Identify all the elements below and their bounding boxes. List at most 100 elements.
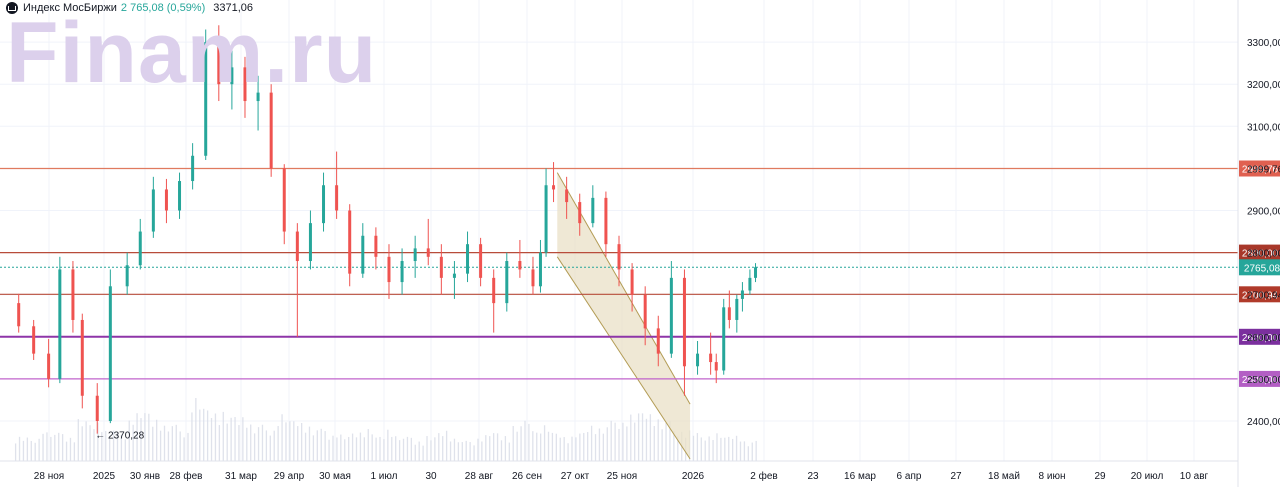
volume-bar	[747, 446, 749, 461]
x-tick-label: 28 ноя	[34, 471, 64, 482]
volume-bar	[246, 427, 248, 461]
volume-bar	[391, 436, 393, 461]
volume-bar	[716, 433, 718, 461]
volume-bar	[692, 435, 695, 461]
volume-bar	[73, 442, 76, 461]
volume-bar	[285, 422, 287, 461]
candle-body	[426, 248, 430, 257]
volume-bar	[50, 436, 52, 461]
volume-bar	[77, 419, 79, 461]
volume-bar	[324, 431, 326, 461]
level-badge	[1239, 286, 1280, 303]
volume-bar	[171, 426, 173, 461]
volume-bar	[230, 417, 232, 461]
volume-bar	[516, 431, 518, 461]
volume-bar	[273, 430, 275, 461]
volume-bar	[453, 438, 456, 461]
candle-body	[108, 286, 112, 422]
candle-body	[591, 197, 595, 224]
volume-bar	[156, 419, 158, 461]
volume-bar	[555, 433, 557, 461]
volume-bar	[438, 433, 440, 461]
candle-body	[71, 269, 75, 320]
volume-bar	[257, 427, 260, 461]
volume-bar	[669, 420, 671, 461]
volume-bar	[547, 431, 550, 461]
x-tick-label: 23	[807, 471, 819, 482]
volume-bar	[222, 411, 224, 461]
candle-body	[322, 185, 326, 224]
candle-body	[295, 231, 299, 262]
volume-bar	[312, 435, 315, 461]
volume-bar	[61, 434, 64, 461]
volume-bar	[379, 436, 381, 461]
volume-bar	[720, 437, 722, 461]
volume-bar	[183, 437, 185, 461]
candle-body	[230, 67, 234, 85]
volume-bar	[108, 435, 111, 461]
volume-bar	[540, 433, 542, 461]
x-tick-label: 2 фев	[750, 470, 777, 482]
volume-bar	[367, 429, 369, 461]
volume-bar	[735, 435, 738, 461]
channel-fill	[557, 172, 691, 459]
volume-bar	[743, 441, 746, 461]
y-tick-label: 2500,00	[1247, 375, 1280, 386]
volume-bar	[234, 417, 236, 461]
candle-body	[696, 353, 700, 367]
last-price-badge-arrow	[1239, 259, 1244, 276]
x-tick-label: 6 апр	[897, 471, 922, 482]
volume-bar	[614, 422, 616, 461]
volume-bar	[704, 440, 706, 461]
volume-bar	[630, 414, 632, 461]
volume-bar	[159, 430, 162, 461]
volume-bar	[649, 414, 652, 461]
candle-body	[269, 92, 273, 169]
level-badge-label: 2600,00	[1242, 333, 1279, 344]
candle-body	[505, 261, 509, 304]
volume-bar	[304, 432, 307, 461]
volume-bar	[320, 428, 322, 461]
x-tick-label: 31 мар	[225, 471, 257, 482]
candle-body	[538, 252, 542, 287]
y-tick-label: 3200,00	[1247, 80, 1280, 91]
volume-bar	[637, 413, 640, 461]
volume-bar	[665, 422, 667, 461]
candle-body	[374, 235, 378, 257]
volume-bar	[277, 426, 279, 461]
volume-bar	[422, 445, 424, 461]
volume-bar	[492, 433, 495, 461]
candle-body	[47, 353, 51, 379]
y-tick-label: 2800,00	[1247, 249, 1280, 260]
candle-body	[630, 269, 634, 295]
candle-body	[413, 248, 417, 262]
volume-bar	[457, 442, 460, 461]
volume-bar	[489, 436, 491, 461]
candle-body	[32, 326, 36, 354]
annotations: ← 2370,28	[95, 431, 144, 442]
volume-bar	[261, 424, 264, 461]
volume-bar	[281, 414, 283, 461]
candle-body	[735, 298, 739, 320]
volume-bar	[414, 444, 416, 461]
price-change: (0,59%)	[166, 2, 206, 14]
candle-body	[308, 223, 312, 262]
volume-bar	[293, 421, 295, 461]
level-badge-label: 2700,94	[1242, 290, 1279, 301]
volume-bar	[206, 410, 209, 461]
volume-bar	[641, 413, 644, 461]
volume-bar	[461, 442, 463, 461]
candle-body	[617, 244, 621, 270]
volume-bar	[481, 441, 483, 461]
level-badge	[1239, 160, 1280, 177]
volume-bar	[195, 398, 197, 461]
x-tick-label: 1 июл	[370, 471, 397, 482]
volume-bar	[42, 433, 44, 461]
volume-bar	[238, 425, 240, 461]
x-tick-label: 29 апр	[274, 471, 305, 482]
level-badge	[1239, 244, 1280, 261]
symbol-title[interactable]: Индекс МосБиржи	[23, 2, 117, 14]
volume-bar	[696, 433, 699, 461]
volume-bar	[402, 438, 405, 461]
